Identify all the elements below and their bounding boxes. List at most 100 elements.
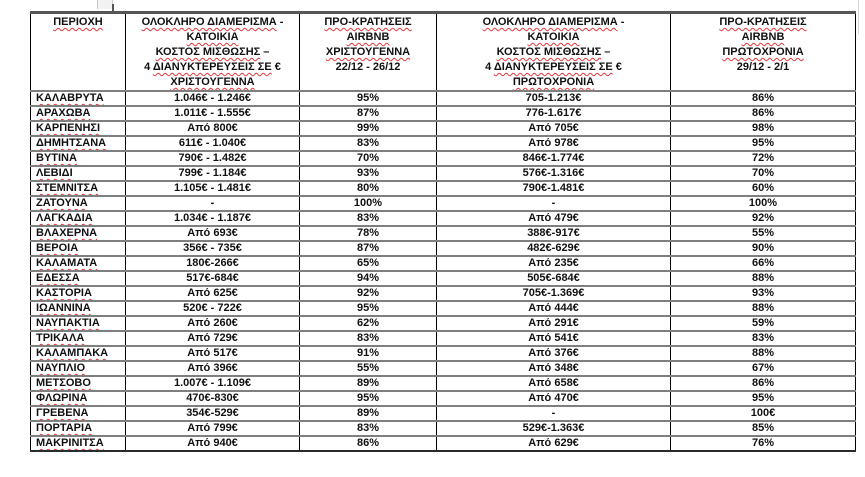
xmas-bookings-cell[interactable]: 100%	[299, 195, 437, 211]
xmas-price-cell[interactable]: 1.011€ - 1.555€	[125, 105, 300, 121]
region-cell[interactable]: ΝΑΥΠΑΚΤΙΑ	[30, 315, 126, 331]
region-cell[interactable]: ΜΕΤΣΟΒΟ	[30, 375, 126, 391]
xmas-bookings-cell[interactable]: 91%	[299, 345, 437, 361]
region-cell[interactable]: ΚΑΛΑΜΑΤΑ	[30, 255, 126, 271]
xmas-price-cell[interactable]: 790€ - 1.482€	[125, 150, 300, 166]
ny-bookings-cell[interactable]: 86%	[670, 375, 856, 391]
column-header-xmas-bookings[interactable]: ΠΡΟ-ΚΡΑΤΗΣΕΙΣ AIRBNB ΧΡΙΣΤΟΥΓΕΝΝΑ 22/12 - 2…	[299, 12, 437, 92]
ny-price-cell[interactable]: 529€-1.363€	[436, 420, 671, 436]
xmas-price-cell[interactable]: Από 800€	[125, 120, 300, 136]
xmas-price-cell[interactable]: 1.007€ - 1.109€	[125, 375, 300, 391]
xmas-price-cell[interactable]: Από 940€	[125, 435, 300, 451]
region-cell[interactable]: ΚΑΣΤΟΡΙΑ	[30, 285, 126, 301]
xmas-bookings-cell[interactable]: 89%	[299, 405, 437, 421]
region-cell[interactable]: ΛΑΓΚΑΔΙΑ	[30, 210, 126, 226]
ny-bookings-cell[interactable]: 55%	[670, 225, 856, 241]
ny-price-cell[interactable]: 776-1.617€	[436, 105, 671, 121]
xmas-bookings-cell[interactable]: 78%	[299, 225, 437, 241]
ny-bookings-cell[interactable]: 88%	[670, 345, 856, 361]
xmas-price-cell[interactable]: Από 517€	[125, 345, 300, 361]
xmas-bookings-cell[interactable]: 92%	[299, 285, 437, 301]
region-cell[interactable]: ΒΛΑΧΕΡΝΑ	[30, 225, 126, 241]
ny-price-cell[interactable]: -	[436, 195, 671, 211]
ny-bookings-cell[interactable]: 88%	[670, 270, 856, 286]
region-cell[interactable]: ΒΥΤΙΝΑ	[30, 150, 126, 166]
xmas-bookings-cell[interactable]: 99%	[299, 120, 437, 136]
xmas-price-cell[interactable]: Από 396€	[125, 360, 300, 376]
region-cell[interactable]: ΚΑΡΠΕΝΗΣΙ	[30, 120, 126, 136]
ny-bookings-cell[interactable]: 93%	[670, 285, 856, 301]
ny-bookings-cell[interactable]: 95%	[670, 390, 856, 406]
xmas-bookings-cell[interactable]: 93%	[299, 165, 437, 181]
ny-price-cell[interactable]: Από 291€	[436, 315, 671, 331]
ny-price-cell[interactable]: 505€-684€	[436, 270, 671, 286]
xmas-price-cell[interactable]: 611€ - 1.040€	[125, 135, 300, 151]
ny-bookings-cell[interactable]: 90%	[670, 240, 856, 256]
xmas-bookings-cell[interactable]: 89%	[299, 375, 437, 391]
ny-bookings-cell[interactable]: 76%	[670, 435, 856, 451]
ny-bookings-cell[interactable]: 60%	[670, 180, 856, 196]
column-header-ny-price[interactable]: ΟΛΟΚΛΗΡΟ ΔΙΑΜΕΡΙΣΜΑ - ΚΑΤΟΙΚΙΑ ΚΟΣΤΟΣ ΜΙΣΘ…	[436, 12, 671, 92]
region-cell[interactable]: ΙΩΑΝΝΙΝΑ	[30, 300, 126, 316]
ny-price-cell[interactable]: Από 629€	[436, 435, 671, 451]
xmas-bookings-cell[interactable]: 95%	[299, 90, 437, 106]
xmas-price-cell[interactable]: Από 260€	[125, 315, 300, 331]
ny-price-cell[interactable]: Από 705€	[436, 120, 671, 136]
region-cell[interactable]: ΚΑΛΑΜΠΑΚΑ	[30, 345, 126, 361]
ny-price-cell[interactable]: Από 541€	[436, 330, 671, 346]
xmas-bookings-cell[interactable]: 65%	[299, 255, 437, 271]
ny-bookings-cell[interactable]: 98%	[670, 120, 856, 136]
xmas-bookings-cell[interactable]: 83%	[299, 135, 437, 151]
region-cell[interactable]: ΖΑΤΟΥΝΑ	[30, 195, 126, 211]
region-cell[interactable]: ΒΕΡΟΙΑ	[30, 240, 126, 256]
xmas-bookings-cell[interactable]: 83%	[299, 330, 437, 346]
ny-price-cell[interactable]: Από 470€	[436, 390, 671, 406]
xmas-bookings-cell[interactable]: 83%	[299, 210, 437, 226]
xmas-bookings-cell[interactable]: 70%	[299, 150, 437, 166]
column-header-region[interactable]: ΠΕΡΙΟΧΗ	[30, 12, 126, 92]
xmas-bookings-cell[interactable]: 95%	[299, 390, 437, 406]
xmas-price-cell[interactable]: 799€ - 1.184€	[125, 165, 300, 181]
ny-bookings-cell[interactable]: 70%	[670, 165, 856, 181]
xmas-price-cell[interactable]: Από 799€	[125, 420, 300, 436]
region-cell[interactable]: ΔΗΜΗΤΣΑΝΑ	[30, 135, 126, 151]
region-cell[interactable]: ΚΑΛΑΒΡΥΤΑ	[30, 90, 126, 106]
xmas-price-cell[interactable]: 520€ - 722€	[125, 300, 300, 316]
xmas-bookings-cell[interactable]: 87%	[299, 105, 437, 121]
ny-bookings-cell[interactable]: 100€	[670, 405, 856, 421]
region-cell[interactable]: ΛΕΒΙΔΙ	[30, 165, 126, 181]
region-cell[interactable]: ΕΔΕΣΣΑ	[30, 270, 126, 286]
ny-price-cell[interactable]: 705-1.213€	[436, 90, 671, 106]
xmas-bookings-cell[interactable]: 55%	[299, 360, 437, 376]
ny-price-cell[interactable]: Από 658€	[436, 375, 671, 391]
ny-bookings-cell[interactable]: 85%	[670, 420, 856, 436]
ny-price-cell[interactable]: Από 444€	[436, 300, 671, 316]
region-cell[interactable]: ΤΡΙΚΑΛΑ	[30, 330, 126, 346]
xmas-price-cell[interactable]: 517€-684€	[125, 270, 300, 286]
ny-price-cell[interactable]: Από 479€	[436, 210, 671, 226]
ny-bookings-cell[interactable]: 86%	[670, 105, 856, 121]
region-cell[interactable]: ΜΑΚΡΙΝΙΤΣΑ	[30, 435, 126, 451]
ny-bookings-cell[interactable]: 86%	[670, 90, 856, 106]
region-cell[interactable]: ΠΟΡΤΑΡΙΑ	[30, 420, 126, 436]
ny-bookings-cell[interactable]: 95%	[670, 135, 856, 151]
ny-bookings-cell[interactable]: 59%	[670, 315, 856, 331]
ny-price-cell[interactable]: -	[436, 405, 671, 421]
ny-bookings-cell[interactable]: 83%	[670, 330, 856, 346]
ny-price-cell[interactable]: 388€-917€	[436, 225, 671, 241]
ny-price-cell[interactable]: Από 978€	[436, 135, 671, 151]
xmas-bookings-cell[interactable]: 87%	[299, 240, 437, 256]
xmas-bookings-cell[interactable]: 83%	[299, 420, 437, 436]
ny-price-cell[interactable]: Από 235€	[436, 255, 671, 271]
xmas-price-cell[interactable]: -	[125, 195, 300, 211]
xmas-price-cell[interactable]: Από 729€	[125, 330, 300, 346]
xmas-bookings-cell[interactable]: 94%	[299, 270, 437, 286]
ny-bookings-cell[interactable]: 66%	[670, 255, 856, 271]
column-header-ny-bookings[interactable]: ΠΡΟ-ΚΡΑΤΗΣΕΙΣ AIRBNB ΠΡΩΤΟΧΡΟΝΙΑ 29/12 - 2/…	[670, 12, 856, 92]
ny-price-cell[interactable]: 705€-1.369€	[436, 285, 671, 301]
ny-bookings-cell[interactable]: 92%	[670, 210, 856, 226]
ny-price-cell[interactable]: 790€-1.481€	[436, 180, 671, 196]
region-cell[interactable]: ΑΡΑΧΩΒΑ	[30, 105, 126, 121]
xmas-bookings-cell[interactable]: 86%	[299, 435, 437, 451]
xmas-bookings-cell[interactable]: 62%	[299, 315, 437, 331]
